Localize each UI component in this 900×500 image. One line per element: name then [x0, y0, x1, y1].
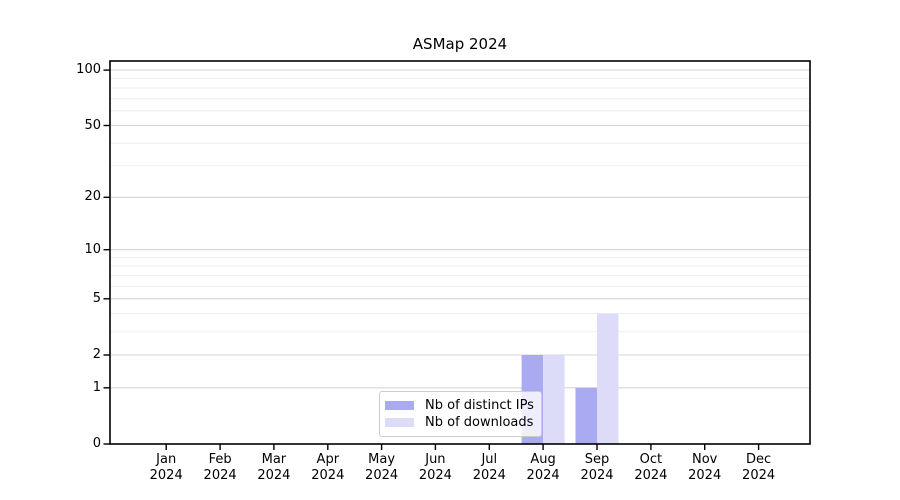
bar	[597, 313, 619, 444]
x-tick-year: 2024	[203, 468, 237, 483]
x-tick-month: May	[368, 452, 396, 467]
x-tick-month: Jan	[156, 452, 177, 467]
x-tick-label: Jan 2024	[134, 452, 198, 484]
x-tick-year: 2024	[634, 468, 668, 483]
legend-item-downloads: Nb of downloads	[385, 415, 535, 430]
x-tick-month: Oct	[639, 452, 663, 467]
legend-label-distinct-ips: Nb of distinct IPs	[425, 397, 534, 413]
x-tick-label: Nov 2024	[673, 452, 737, 484]
x-tick-label: Jun 2024	[403, 452, 467, 484]
legend-swatch-downloads-icon	[385, 418, 414, 428]
x-tick-year: 2024	[580, 468, 614, 483]
legend: Nb of distinct IPs Nb of downloads	[379, 391, 542, 437]
x-tick-label: Oct 2024	[619, 452, 683, 484]
x-tick-label: Apr 2024	[296, 452, 360, 484]
y-tick-label: 0	[92, 436, 101, 451]
x-tick-month: Apr	[316, 452, 340, 467]
y-tick-label: 5	[92, 290, 101, 306]
x-tick-year: 2024	[688, 468, 722, 483]
x-tick-month: Jun	[425, 452, 446, 467]
x-tick-year: 2024	[418, 468, 452, 483]
y-tick-label: 20	[84, 189, 101, 205]
x-tick-label: Mar 2024	[242, 452, 306, 484]
x-tick-year: 2024	[257, 468, 291, 483]
y-tick-label: 100	[76, 62, 101, 78]
x-tick-month: Nov	[692, 452, 718, 467]
x-tick-month: Aug	[530, 452, 556, 467]
y-tick-label: 50	[84, 117, 101, 133]
bar	[575, 387, 597, 444]
y-tick-label: 2	[92, 347, 101, 362]
x-tick-year: 2024	[149, 468, 183, 483]
x-tick-month: Dec	[746, 452, 772, 467]
legend-item-distinct-ips: Nb of distinct IPs	[385, 398, 535, 413]
x-tick-month: Feb	[208, 452, 232, 467]
legend-label-downloads: Nb of downloads	[425, 415, 534, 431]
x-tick-label: Sep 2024	[565, 452, 629, 484]
plot-spines	[109, 60, 811, 445]
x-tick-label: May 2024	[350, 452, 414, 484]
y-axis: 0 1 2 5 10 20 50 100	[0, 0, 101, 500]
x-tick-label: Dec 2024	[727, 452, 791, 484]
x-tick-month: Sep	[584, 452, 610, 467]
x-tick-year: 2024	[742, 468, 776, 483]
bar	[543, 355, 565, 444]
legend-swatch-distinct-ips-icon	[385, 400, 414, 410]
y-tick-label: 10	[84, 241, 101, 257]
x-tick-month: Mar	[261, 452, 287, 467]
x-tick-label: Aug 2024	[511, 452, 575, 484]
chart-title: ASMap 2024	[412, 35, 508, 53]
x-tick-year: 2024	[526, 468, 560, 483]
x-tick-label: Jul 2024	[457, 452, 521, 484]
y-tick-label: 1	[92, 379, 101, 395]
x-tick-month: Jul	[481, 452, 498, 467]
x-tick-year: 2024	[311, 468, 345, 483]
x-tick-label: Feb 2024	[188, 452, 252, 484]
x-tick-year: 2024	[365, 468, 399, 483]
x-tick-year: 2024	[472, 468, 506, 483]
